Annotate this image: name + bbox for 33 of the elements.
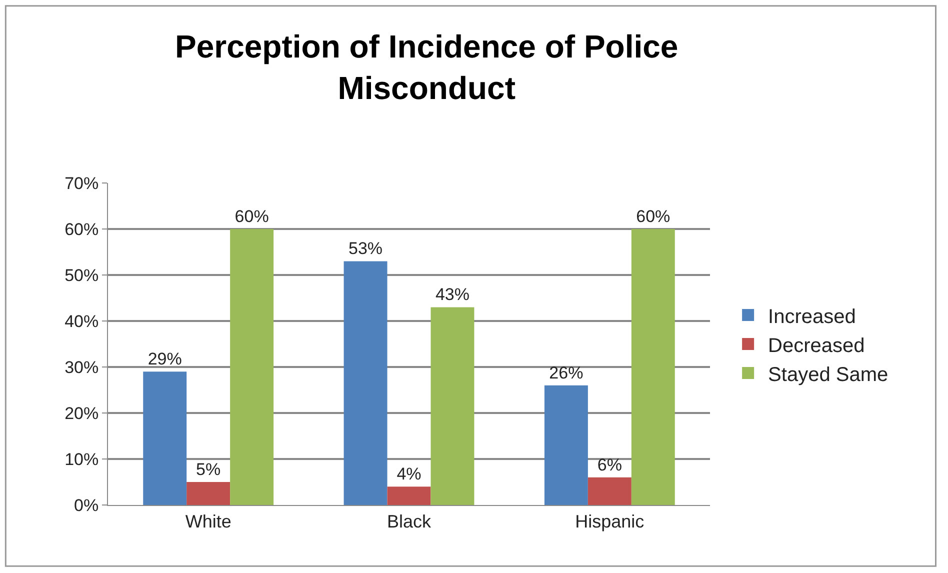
bar: [344, 261, 388, 505]
y-tick-label: 60%: [64, 220, 99, 239]
data-label: 29%: [148, 350, 182, 369]
bar: [186, 482, 230, 505]
bar: [430, 307, 474, 505]
data-label: 26%: [549, 363, 584, 382]
bar: [631, 229, 675, 505]
bar: [544, 385, 588, 505]
y-tick-label: 40%: [64, 312, 99, 331]
bar: [143, 372, 187, 505]
legend-label: Decreased: [768, 334, 865, 357]
bar: [588, 477, 632, 505]
legend-label: Increased: [768, 306, 856, 328]
bar: [230, 229, 274, 505]
data-label: 5%: [196, 460, 221, 479]
data-label: 4%: [396, 464, 422, 484]
y-tick-label: 50%: [64, 266, 99, 285]
y-tick-label: 0%: [74, 496, 99, 515]
y-tick-label: 30%: [64, 358, 99, 377]
x-tick-label: Hispanic: [575, 512, 644, 532]
chart-title: Perception of Incidence of Police Misconduct: [174, 28, 678, 106]
y-tick-label: 10%: [64, 450, 99, 469]
data-label: 53%: [348, 239, 383, 258]
x-tick-label: White: [185, 512, 232, 532]
x-tick-label: Black: [386, 512, 432, 532]
data-label: 43%: [435, 285, 470, 304]
data-label: 60%: [636, 207, 670, 226]
y-tick-label: 20%: [64, 404, 99, 423]
y-tick-label: 70%: [64, 174, 99, 193]
legend-label: Stayed Same: [768, 364, 888, 386]
data-label: 6%: [597, 455, 622, 474]
data-label: 60%: [234, 207, 269, 226]
bar: [387, 486, 431, 505]
